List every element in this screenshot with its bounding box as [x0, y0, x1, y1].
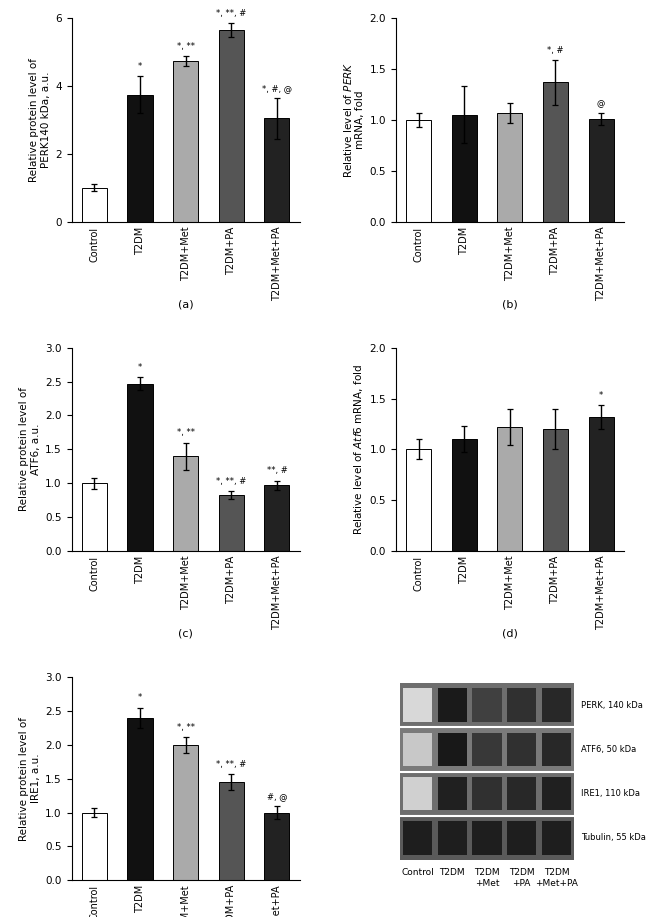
Bar	[406, 449, 431, 551]
Text: #, @: #, @	[266, 791, 287, 801]
Text: PERK, 140 kDa: PERK, 140 kDa	[580, 701, 642, 710]
Text: (d): (d)	[502, 628, 518, 638]
Bar	[543, 83, 568, 222]
Bar	[497, 113, 523, 222]
Bar	[437, 689, 467, 722]
Text: T2DM
+PA: T2DM +PA	[509, 868, 534, 888]
Bar	[542, 689, 571, 722]
Bar	[473, 689, 502, 722]
Bar	[218, 495, 244, 551]
Text: *: *	[138, 61, 142, 71]
Text: *: *	[599, 391, 603, 400]
Bar	[403, 733, 432, 767]
Text: *, #, @: *, #, @	[262, 83, 292, 93]
Bar	[218, 30, 244, 222]
Bar	[173, 745, 198, 880]
Bar	[82, 483, 107, 551]
Bar	[507, 821, 536, 855]
Text: *, **, #: *, **, #	[216, 760, 246, 768]
Y-axis label: Relative level of $\it{PERK}$
mRNA, fold: Relative level of $\it{PERK}$ mRNA, fold	[342, 61, 365, 178]
Y-axis label: Relative protein level of
PERK140 kDa, a.u.: Relative protein level of PERK140 kDa, a…	[29, 58, 51, 182]
Text: *, #: *, #	[547, 46, 564, 55]
Text: Tubulin, 55 kDa: Tubulin, 55 kDa	[580, 834, 645, 843]
Text: T2DM
+Met+PA: T2DM +Met+PA	[535, 868, 578, 888]
Text: **, #: **, #	[266, 467, 287, 475]
Bar	[127, 383, 153, 551]
Bar	[265, 485, 289, 551]
Y-axis label: Relative protein level of
IRE1, a.u.: Relative protein level of IRE1, a.u.	[20, 717, 41, 841]
Bar	[173, 61, 198, 222]
Bar	[82, 812, 107, 880]
Bar	[452, 439, 477, 551]
Text: T2DM: T2DM	[439, 868, 465, 878]
Text: *, **: *, **	[177, 428, 194, 437]
Text: Control: Control	[401, 868, 434, 878]
Text: @: @	[597, 99, 605, 108]
Bar	[437, 777, 467, 811]
Text: *, **: *, **	[177, 41, 194, 50]
Bar	[400, 816, 574, 860]
Bar	[403, 777, 432, 811]
Text: T2DM
+Met: T2DM +Met	[474, 868, 500, 888]
Bar	[507, 777, 536, 811]
Bar	[218, 782, 244, 880]
Bar	[507, 689, 536, 722]
Bar	[437, 733, 467, 767]
Bar	[507, 733, 536, 767]
Bar	[543, 429, 568, 551]
Bar	[400, 683, 574, 727]
Text: *, **, #: *, **, #	[216, 477, 246, 486]
Bar	[265, 812, 289, 880]
Bar	[542, 821, 571, 855]
Bar	[473, 733, 502, 767]
Bar	[127, 718, 153, 880]
Text: (c): (c)	[178, 628, 193, 638]
Bar	[588, 119, 614, 222]
Text: ATF6, 50 kDa: ATF6, 50 kDa	[580, 745, 636, 754]
Bar	[406, 120, 431, 222]
Bar	[497, 427, 523, 551]
Text: *, **: *, **	[177, 723, 194, 732]
Text: *: *	[138, 693, 142, 702]
Bar	[403, 821, 432, 855]
Bar	[400, 727, 574, 771]
Text: IRE1, 110 kDa: IRE1, 110 kDa	[580, 790, 640, 798]
Bar	[542, 777, 571, 811]
Bar	[588, 417, 614, 551]
Bar	[265, 118, 289, 222]
Text: *: *	[138, 363, 142, 371]
Text: *, **, #: *, **, #	[216, 9, 246, 18]
Bar	[452, 115, 477, 222]
Y-axis label: Relative protein level of
ATF6, a.u.: Relative protein level of ATF6, a.u.	[20, 387, 41, 512]
Bar	[473, 777, 502, 811]
Bar	[127, 94, 153, 222]
Bar	[173, 456, 198, 551]
Text: (b): (b)	[502, 299, 517, 309]
Bar	[437, 821, 467, 855]
Bar	[400, 771, 574, 816]
Y-axis label: Relative level of $\it{Atf6}$ mRNA, fold: Relative level of $\it{Atf6}$ mRNA, fold	[352, 364, 365, 535]
Bar	[403, 689, 432, 722]
Bar	[82, 188, 107, 222]
Bar	[542, 733, 571, 767]
Text: (a): (a)	[178, 299, 194, 309]
Bar	[473, 821, 502, 855]
